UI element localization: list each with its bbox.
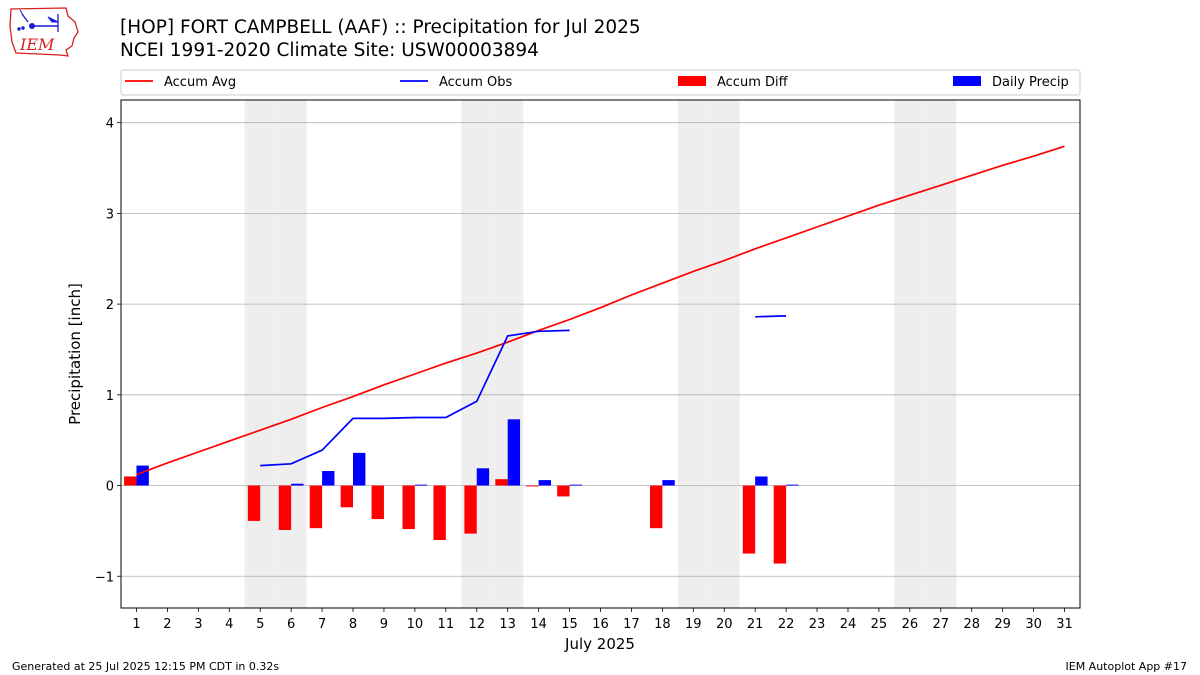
x-tick-label: 20 [716, 617, 733, 632]
bar-daily-precip [476, 468, 490, 486]
chart-title: [HOP] FORT CAMPBELL (AAF) :: Precipitati… [120, 17, 641, 38]
logo-text: IEM [19, 35, 55, 54]
generated-timestamp: Generated at 25 Jul 2025 12:15 PM CDT in… [12, 660, 280, 673]
x-tick-label: 19 [685, 617, 702, 632]
weather-station-icon [17, 9, 59, 32]
bar-accum-diff [371, 485, 384, 520]
bar-accum-diff [433, 485, 446, 540]
x-tick-label: 7 [318, 617, 326, 632]
line-accum-avg [136, 145, 1065, 476]
x-tick-label: 27 [933, 617, 950, 632]
x-tick-label: 11 [438, 617, 455, 632]
x-tick-label: 26 [902, 617, 919, 632]
legend-swatch-daily-precip [953, 76, 981, 86]
bar-accum-diff [464, 485, 477, 534]
legend-label-accum-diff: Accum Diff [717, 75, 789, 90]
legend-swatch-accum-diff [678, 76, 706, 86]
weekend-band [275, 100, 307, 608]
weekend-band [492, 100, 524, 608]
bar-daily-precip [136, 465, 149, 486]
x-tick-label: 16 [592, 617, 609, 632]
y-tick-label: 1 [106, 389, 114, 404]
x-tick-label: 6 [287, 617, 295, 632]
y-tick-label: 2 [106, 298, 114, 313]
bar-accum-diff [773, 485, 787, 564]
bar-daily-precip [507, 419, 521, 486]
y-tick-label: −1 [95, 570, 114, 585]
x-tick-label: 25 [871, 617, 888, 632]
bar-accum-diff [649, 485, 663, 529]
bar-accum-diff [402, 485, 415, 530]
line-series [136, 145, 1065, 476]
x-tick-label: 2 [163, 617, 171, 632]
x-tick-label: 9 [380, 617, 388, 632]
x-tick-label: 17 [623, 617, 640, 632]
gridlines [121, 122, 1080, 577]
bar-accum-diff [278, 485, 292, 530]
bar-daily-precip [353, 452, 366, 486]
y-tick-label: 3 [106, 207, 114, 222]
x-tick-label: 8 [349, 617, 357, 632]
bar-accum-diff [309, 485, 323, 529]
x-tick-label: 12 [468, 617, 485, 632]
x-tick-label: 28 [963, 617, 980, 632]
y-axis-ticks: −1 0 1 2 3 4 [95, 117, 121, 585]
x-tick-label: 13 [499, 617, 516, 632]
y-axis-label: Precipitation [inch] [66, 283, 84, 425]
legend: Accum Avg Accum Obs Accum Diff Daily Precip [120, 69, 1081, 96]
weekend-band [244, 100, 276, 608]
x-tick-label: 15 [561, 617, 578, 632]
line-accum-obs [755, 315, 787, 318]
x-axis-label: July 2025 [564, 635, 635, 653]
bar-daily-precip [538, 480, 552, 486]
x-tick-label: 3 [194, 617, 202, 632]
iem-logo: IEM [9, 7, 79, 57]
x-tick-label: 14 [530, 617, 547, 632]
bar-accum-diff [495, 479, 508, 486]
bar-accum-diff [247, 485, 261, 521]
x-tick-label: 21 [747, 617, 764, 632]
weekend-band [925, 100, 957, 608]
bar-daily-precip [414, 484, 428, 486]
bar-accum-diff [742, 485, 756, 554]
legend-label-accum-avg: Accum Avg [164, 75, 236, 90]
bar-accum-diff [557, 485, 570, 497]
bar-daily-precip [786, 484, 799, 486]
x-tick-label: 22 [778, 617, 795, 632]
x-axis-ticks: 1 2 3 4 5 6 7 8 9 10 11 12 13 14 15 16 17 18 19 20 21 22 23 24 2… [132, 608, 1073, 632]
bar-accum-diff [526, 485, 539, 487]
weekend-band [677, 100, 709, 608]
x-tick-label: 4 [225, 617, 233, 632]
chart-subtitle: NCEI 1991-2020 Climate Site: USW00003894 [120, 40, 539, 61]
y-tick-label: 0 [106, 480, 114, 495]
x-tick-label: 1 [132, 617, 140, 632]
bar-daily-precip [322, 471, 335, 486]
x-tick-label: 30 [1025, 617, 1042, 632]
weekend-shading [244, 100, 957, 608]
x-tick-label: 23 [809, 617, 826, 632]
weekend-band [708, 100, 740, 608]
y-tick-label: 4 [106, 117, 114, 132]
x-tick-label: 31 [1056, 617, 1073, 632]
bar-accum-diff [340, 485, 354, 508]
legend-label-accum-obs: Accum Obs [439, 75, 512, 90]
iowa-outline-icon [9, 7, 79, 57]
legend-label-daily-precip: Daily Precip [992, 75, 1069, 90]
weekend-band [894, 100, 926, 608]
x-tick-label: 10 [407, 617, 424, 632]
bar-daily-precip [291, 483, 304, 486]
x-tick-label: 18 [654, 617, 671, 632]
app-credit: IEM Autoplot App #17 [1065, 660, 1188, 673]
x-tick-label: 5 [256, 617, 264, 632]
x-tick-label: 24 [840, 617, 857, 632]
bar-daily-precip [662, 480, 675, 486]
bar-daily-precip [755, 476, 768, 486]
bar-accum-diff [124, 476, 137, 486]
bar-daily-precip [569, 484, 582, 486]
line-accum-obs [260, 329, 570, 467]
legend-box [120, 69, 1081, 96]
x-tick-label: 29 [994, 617, 1011, 632]
